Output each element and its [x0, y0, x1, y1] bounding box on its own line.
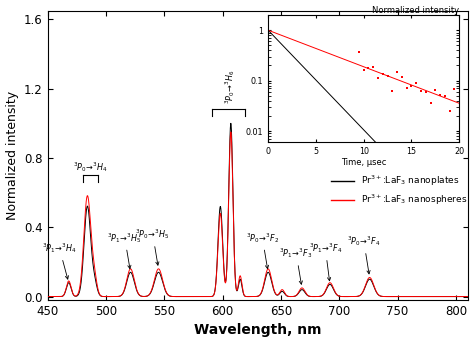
- Text: $^3P_0$$\!\to\!$$^3H_5$: $^3P_0$$\!\to\!$$^3H_5$: [136, 227, 170, 265]
- Text: $^3P_0$$\!\to\!$$^3F_4$: $^3P_0$$\!\to\!$$^3F_4$: [347, 234, 381, 274]
- Y-axis label: Normalized intensity: Normalized intensity: [6, 91, 18, 220]
- Text: $^3P_0$$\!\to\!$$^3H_6$: $^3P_0$$\!\to\!$$^3H_6$: [223, 69, 237, 104]
- Text: $^3P_0$$\!\to\!$$^3F_2$: $^3P_0$$\!\to\!$$^3F_2$: [246, 231, 279, 269]
- Text: $^3P_1$$\!\to\!$$^3F_4$: $^3P_1$$\!\to\!$$^3F_4$: [309, 241, 342, 281]
- Text: $^3P_0$$\!\to\!$$^3H_4$: $^3P_0$$\!\to\!$$^3H_4$: [73, 159, 109, 174]
- Legend: Pr$^{3+}$:LaF$_3$ nanoplates, Pr$^{3+}$:LaF$_3$ nanospheres: Pr$^{3+}$:LaF$_3$ nanoplates, Pr$^{3+}$:…: [331, 174, 467, 207]
- Text: $^3P_1$$\!\to\!$$^3H_4$: $^3P_1$$\!\to\!$$^3H_4$: [42, 241, 77, 279]
- Text: $^3P_1$$\!\to\!$$^3F_3$: $^3P_1$$\!\to\!$$^3F_3$: [280, 246, 313, 284]
- Text: $^3P_1$$\!\to\!$$^3H_5$: $^3P_1$$\!\to\!$$^3H_5$: [107, 231, 142, 269]
- X-axis label: Wavelength, nm: Wavelength, nm: [194, 323, 321, 338]
